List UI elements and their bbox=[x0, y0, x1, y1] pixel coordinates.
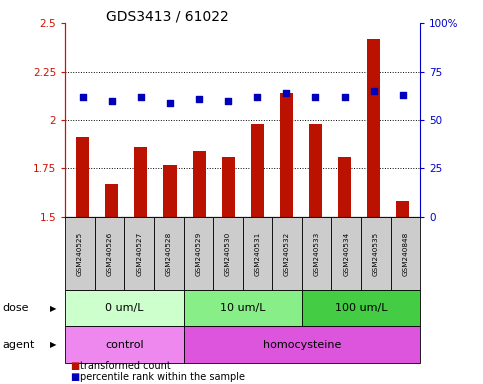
Text: GDS3413 / 61022: GDS3413 / 61022 bbox=[106, 10, 229, 23]
Point bbox=[341, 94, 348, 100]
Bar bbox=[309, 124, 322, 217]
Text: transformed count: transformed count bbox=[80, 361, 170, 371]
Bar bbox=[163, 165, 176, 217]
Text: GSM240528: GSM240528 bbox=[166, 231, 172, 276]
Text: GSM240533: GSM240533 bbox=[313, 231, 320, 276]
Text: GSM240527: GSM240527 bbox=[136, 231, 142, 276]
Point bbox=[166, 99, 174, 106]
Point bbox=[312, 94, 319, 100]
Text: GSM240535: GSM240535 bbox=[373, 231, 379, 276]
Text: ▶: ▶ bbox=[50, 340, 57, 349]
Point bbox=[137, 94, 145, 100]
Text: homocysteine: homocysteine bbox=[263, 339, 341, 350]
Text: GSM240530: GSM240530 bbox=[225, 231, 231, 276]
Point bbox=[399, 92, 407, 98]
Text: ▶: ▶ bbox=[50, 304, 57, 313]
Point bbox=[254, 94, 261, 100]
Text: GSM240529: GSM240529 bbox=[195, 231, 201, 276]
Text: ■: ■ bbox=[70, 372, 79, 382]
Bar bbox=[193, 151, 206, 217]
Point bbox=[195, 96, 203, 102]
Bar bbox=[251, 124, 264, 217]
Text: GSM240531: GSM240531 bbox=[255, 231, 260, 276]
Bar bbox=[367, 38, 380, 217]
Text: GSM240532: GSM240532 bbox=[284, 231, 290, 276]
Point bbox=[370, 88, 378, 94]
Text: control: control bbox=[105, 339, 143, 350]
Point bbox=[108, 98, 115, 104]
Text: GSM240534: GSM240534 bbox=[343, 231, 349, 276]
Text: 0 um/L: 0 um/L bbox=[105, 303, 143, 313]
Bar bbox=[280, 93, 293, 217]
Point bbox=[283, 90, 290, 96]
Text: GSM240526: GSM240526 bbox=[107, 231, 113, 276]
Text: ■: ■ bbox=[70, 361, 79, 371]
Text: 10 um/L: 10 um/L bbox=[220, 303, 266, 313]
Text: percentile rank within the sample: percentile rank within the sample bbox=[80, 372, 245, 382]
Point bbox=[79, 94, 86, 100]
Bar bbox=[338, 157, 351, 217]
Text: GSM240848: GSM240848 bbox=[402, 231, 409, 276]
Bar bbox=[105, 184, 118, 217]
Text: dose: dose bbox=[2, 303, 29, 313]
Text: 100 um/L: 100 um/L bbox=[335, 303, 387, 313]
Bar bbox=[396, 202, 409, 217]
Point bbox=[224, 98, 232, 104]
Bar bbox=[222, 157, 235, 217]
Bar bbox=[76, 137, 89, 217]
Text: GSM240525: GSM240525 bbox=[77, 231, 83, 276]
Bar bbox=[134, 147, 147, 217]
Text: agent: agent bbox=[2, 339, 35, 350]
